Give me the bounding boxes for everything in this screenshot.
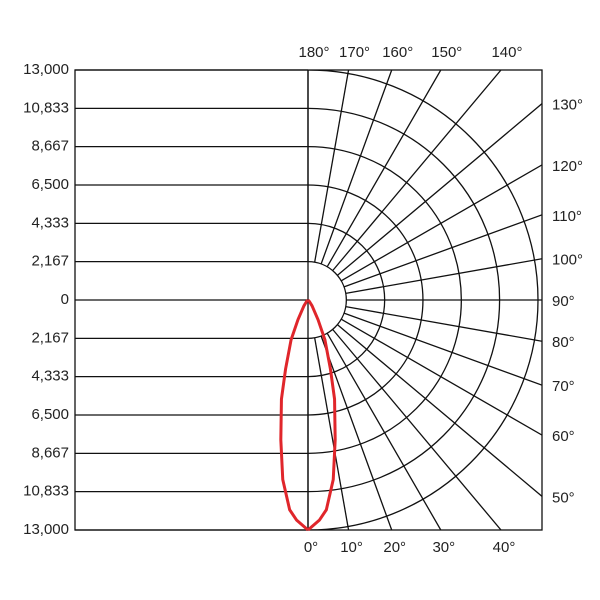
- angle-tick-label: 140°: [491, 44, 522, 61]
- angle-tick-label: 70°: [552, 378, 575, 395]
- r-tick-label: 10,833: [23, 99, 69, 116]
- candela-curve: [306, 298, 337, 532]
- radial-line: [340, 164, 542, 282]
- radial-line: [326, 70, 442, 268]
- radial-line: [314, 70, 350, 263]
- r-tick-label: 0: [61, 291, 69, 308]
- radial-line: [314, 337, 350, 530]
- angle-tick-label: 80°: [552, 334, 575, 351]
- angle-tick-label: 50°: [552, 489, 575, 506]
- angle-tick-label: 60°: [552, 428, 575, 445]
- angle-tick-label: 0°: [304, 539, 318, 556]
- radial-line: [343, 214, 542, 288]
- radial-line: [320, 335, 393, 530]
- angle-tick-label: 30°: [432, 539, 455, 556]
- radial-line: [345, 258, 542, 294]
- r-tick-label: 2,167: [31, 253, 69, 270]
- r-tick-label: 8,667: [31, 138, 69, 155]
- radial-line: [332, 328, 502, 530]
- angle-tick-label: 180°: [298, 44, 329, 61]
- radial-line: [320, 70, 393, 265]
- r-tick-label: 6,500: [31, 176, 69, 193]
- angle-tick-label: 20°: [383, 539, 406, 556]
- candela-curve: [279, 298, 310, 532]
- radial-line: [345, 306, 542, 342]
- r-tick-label: 8,667: [31, 444, 69, 461]
- radial-line: [332, 70, 502, 272]
- radial-line: [336, 103, 542, 276]
- angle-tick-label: 40°: [493, 539, 516, 556]
- angle-tick-label: 90°: [552, 293, 575, 310]
- r-tick-label: 4,333: [31, 368, 69, 385]
- polar-grid: [307, 70, 542, 530]
- radial-line: [336, 324, 542, 497]
- r-tick-label: 4,333: [31, 214, 69, 231]
- angle-tick-label: 10°: [340, 539, 363, 556]
- angle-tick-label: 120°: [552, 158, 583, 175]
- angle-tick-label: 170°: [339, 44, 370, 61]
- angle-tick-label: 130°: [552, 97, 583, 114]
- r-tick-label: 2,167: [31, 329, 69, 346]
- angle-tick-label: 110°: [552, 208, 582, 225]
- r-tick-label: 6,500: [31, 406, 69, 423]
- angle-tick-label: 100°: [552, 252, 583, 269]
- r-tick-label: 10,833: [23, 483, 69, 500]
- radial-line: [340, 318, 542, 436]
- r-tick-label: 13,000: [23, 521, 69, 538]
- angle-tick-label: 160°: [382, 44, 413, 61]
- angle-tick-label: 150°: [431, 44, 462, 61]
- radial-line: [326, 332, 442, 530]
- radial-line: [343, 312, 542, 386]
- r-tick-label: 13,000: [23, 61, 69, 78]
